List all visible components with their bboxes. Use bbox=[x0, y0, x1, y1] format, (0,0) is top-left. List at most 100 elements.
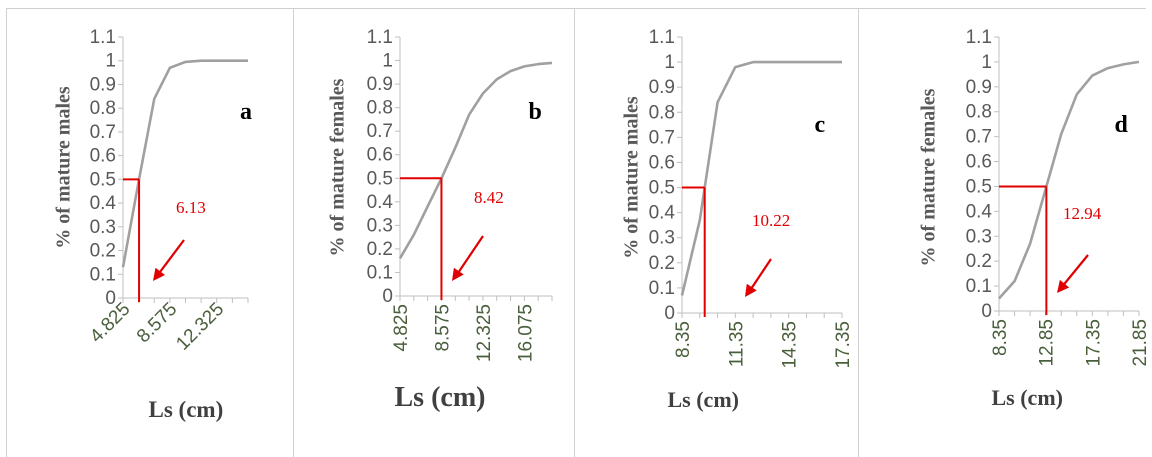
y-tick-label: 0.8 bbox=[90, 98, 116, 119]
y-tick-label: 1 bbox=[105, 51, 116, 72]
threshold-annotation: 6.13 bbox=[176, 198, 206, 217]
chart-svg: 0 0.10.2 0.30.4 0.50.6 0.70.8 0.91 1.1 4.825 8.5… bbox=[367, 27, 553, 362]
y-tick-label: 0.5 bbox=[90, 169, 116, 190]
y-tick-label: 0.3 bbox=[367, 215, 393, 236]
y-tick-label: 0.6 bbox=[367, 145, 393, 166]
y-tick-label: 0.5 bbox=[649, 178, 675, 199]
x-tick-label: 14.35 bbox=[780, 321, 801, 369]
x-tick-label: 11.35 bbox=[726, 321, 747, 367]
figure-frame bbox=[6, 8, 1146, 457]
panel-divider bbox=[293, 8, 294, 457]
y-tick-label: 0.2 bbox=[90, 241, 116, 262]
y-tick-label: 0.4 bbox=[367, 192, 394, 213]
x-axis-label: Ls (cm) bbox=[148, 397, 224, 422]
panel-letter: a bbox=[240, 98, 252, 125]
y-tick-label: 0 bbox=[981, 301, 992, 322]
y-tick-label: 0.4 bbox=[966, 201, 993, 222]
y-axis-label: % of mature males bbox=[52, 85, 75, 249]
chart-panel-c: 0 0.1 0.2 0.3 0.4 0.5 0.6 0.7 0.8 0.9 1 1.1 8.35 11.3… bbox=[575, 0, 858, 457]
y-tick-label: 1 bbox=[981, 52, 992, 73]
y-tick-label: 1.1 bbox=[649, 27, 675, 48]
y-tick-label: 0.6 bbox=[966, 152, 992, 173]
chart-svg: 00.10.20.30.40.50.60.70.80.911.14.8258.5… bbox=[86, 27, 249, 355]
x-tick-label: 8.35 bbox=[673, 321, 694, 358]
y-tick-label: 0.7 bbox=[90, 122, 116, 143]
y-tick-label: 0.9 bbox=[90, 74, 116, 95]
y-tick-label: 0.8 bbox=[367, 98, 393, 119]
arrow-head bbox=[153, 267, 165, 281]
x-tick-label: 17.35 bbox=[1083, 319, 1104, 367]
y-tick-label: 0.5 bbox=[367, 168, 393, 189]
y-axis-label: % of mature males bbox=[620, 95, 643, 259]
panel-divider bbox=[574, 8, 575, 457]
y-tick-label: 0 bbox=[664, 303, 675, 324]
x-axis-label: Ls (cm) bbox=[667, 387, 739, 412]
x-tick-label: 8.35 bbox=[990, 319, 1011, 356]
y-tick-label: 0.4 bbox=[649, 203, 676, 224]
chart-panel-d: 0 0.1 0.2 0.3 0.4 0.5 0.6 0.7 0.8 0.9 1 1.1 8.35 12.8… bbox=[859, 0, 1146, 457]
arrow-shaft bbox=[156, 239, 185, 277]
y-tick-label: 0.3 bbox=[649, 228, 675, 249]
y-tick-label: 0.2 bbox=[367, 239, 393, 260]
arrow-head bbox=[1057, 279, 1070, 293]
y-tick-label: 0.6 bbox=[649, 152, 675, 173]
x-tick-label: 17.35 bbox=[833, 321, 854, 369]
series-line bbox=[680, 60, 842, 296]
y-tick-label: 1.1 bbox=[90, 27, 116, 48]
chart-svg: 0 0.1 0.2 0.3 0.4 0.5 0.6 0.7 0.8 0.9 1 1.1 8.35 12.8… bbox=[966, 27, 1146, 367]
chart-svg: 0 0.1 0.2 0.3 0.4 0.5 0.6 0.7 0.8 0.9 1 1.1 8.35 11.3… bbox=[649, 27, 854, 369]
x-axis-label: Ls (cm) bbox=[394, 382, 486, 413]
arrow-shaft bbox=[455, 235, 484, 277]
y-axis-label: % of mature females bbox=[326, 78, 349, 256]
y-tick-label: 0.7 bbox=[649, 127, 675, 148]
x-axis-label: Ls (cm) bbox=[991, 385, 1063, 410]
y-tick-label: 0 bbox=[105, 288, 116, 309]
chart-panel-b: 0 0.1 0.2 0.3 0.4 0.5 0.6 0.7 0.8 0.9 1 1.1 4.825 8.5… bbox=[294, 0, 574, 457]
y-tick-label: 0.1 bbox=[367, 262, 393, 283]
x-tick-label: 12.325 bbox=[172, 299, 228, 355]
y-tick-label: 0.8 bbox=[649, 102, 675, 123]
y-tick-label: 1 bbox=[664, 52, 675, 73]
y-tick-label: 0.1 bbox=[90, 264, 116, 285]
arrow-head bbox=[745, 283, 757, 297]
y-tick-label: 0.3 bbox=[966, 226, 992, 247]
threshold-annotation: 8.42 bbox=[474, 188, 504, 207]
x-tick-label: 4.825 bbox=[391, 304, 412, 352]
series-line bbox=[998, 60, 1140, 300]
arrow-head bbox=[452, 267, 464, 281]
chart-panel-a: 0 0.1 0.2 0.3 0.4 0.5 0.6 0.7 0.8 0.9 1 1.1 4.825 8.5… bbox=[6, 0, 293, 457]
y-tick-label: 1.1 bbox=[367, 27, 393, 48]
panel-letter: b bbox=[528, 98, 542, 125]
y-tick-label: 0 bbox=[382, 286, 393, 307]
y-tick-label: 0.9 bbox=[966, 77, 992, 98]
y-tick-label: 0.3 bbox=[90, 217, 116, 238]
x-tick-label: 12.325 bbox=[474, 304, 495, 362]
y-tick-label: 0.1 bbox=[649, 278, 675, 299]
y-tick-label: 0.2 bbox=[966, 251, 992, 272]
x-tick-label: 21.85 bbox=[1130, 319, 1146, 367]
y-tick-label: 0.9 bbox=[367, 74, 393, 95]
panel-letter: c bbox=[814, 111, 826, 138]
threshold-annotation: 10.22 bbox=[752, 211, 791, 230]
arrow-shaft bbox=[748, 258, 772, 293]
x-tick-label: 8.575 bbox=[432, 304, 453, 352]
series-line bbox=[121, 59, 248, 268]
arrow-shaft bbox=[1060, 254, 1089, 289]
y-tick-label: 0.6 bbox=[90, 146, 116, 167]
y-tick-label: 0.4 bbox=[90, 193, 117, 214]
y-tick-label: 0.7 bbox=[966, 127, 992, 148]
y-tick-label: 1.1 bbox=[966, 27, 992, 48]
x-tick-label: 16.075 bbox=[515, 304, 536, 362]
x-tick-label: 12.85 bbox=[1037, 319, 1058, 367]
y-tick-label: 0.8 bbox=[966, 102, 992, 123]
y-tick-label: 1 bbox=[382, 51, 393, 72]
panel-divider bbox=[858, 8, 859, 457]
series-line bbox=[398, 61, 553, 259]
y-tick-label: 0.5 bbox=[966, 176, 992, 197]
y-tick-label: 0.9 bbox=[649, 77, 675, 98]
y-tick-label: 0.2 bbox=[649, 253, 675, 274]
y-axis-label: % of mature females bbox=[917, 88, 940, 266]
threshold-annotation: 12.94 bbox=[1063, 204, 1102, 223]
panel-letter: d bbox=[1114, 111, 1128, 138]
y-tick-label: 0.7 bbox=[367, 121, 393, 142]
